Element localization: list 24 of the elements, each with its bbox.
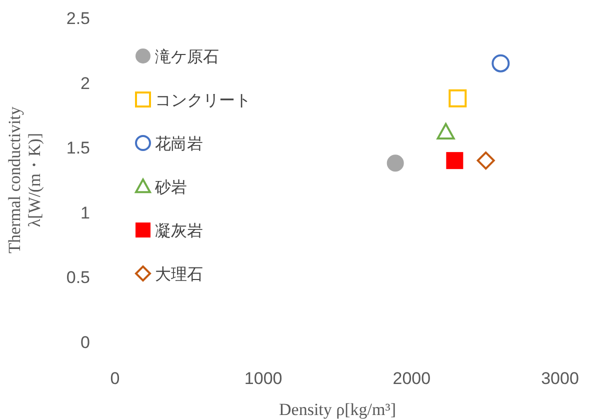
y-axis-title: Thermal conductivity λ[W/(m・K)] bbox=[5, 106, 44, 254]
legend-label: コンクリート bbox=[155, 92, 251, 110]
point bbox=[492, 54, 510, 72]
y-tick-label: 1 bbox=[80, 203, 90, 222]
point bbox=[386, 154, 404, 172]
point bbox=[448, 89, 467, 108]
point bbox=[446, 152, 464, 170]
y-tick-label: 0.5 bbox=[66, 268, 90, 288]
x-axis-title: Density ρ[kg/m³] bbox=[279, 400, 396, 419]
y-tick-label: 2 bbox=[80, 74, 90, 93]
legend-label: 滝ケ原石 bbox=[155, 48, 219, 66]
legend-label: 砂岩 bbox=[154, 178, 187, 196]
legend-label: 大理石 bbox=[155, 266, 203, 284]
y-tick-label: 0 bbox=[80, 333, 90, 352]
point bbox=[476, 152, 495, 170]
x-tick-label: 2000 bbox=[392, 369, 431, 388]
x-tick-label: 1000 bbox=[244, 369, 282, 388]
legend-label: 凝灰岩 bbox=[155, 222, 203, 240]
x-tick-label: 3000 bbox=[541, 369, 579, 388]
legend-label: 花崗岩 bbox=[155, 135, 203, 153]
y-tick-label: 2.5 bbox=[66, 9, 90, 28]
x-tick-label: 0 bbox=[110, 369, 120, 388]
y-tick-label: 1.5 bbox=[66, 138, 90, 158]
point bbox=[436, 123, 455, 140]
